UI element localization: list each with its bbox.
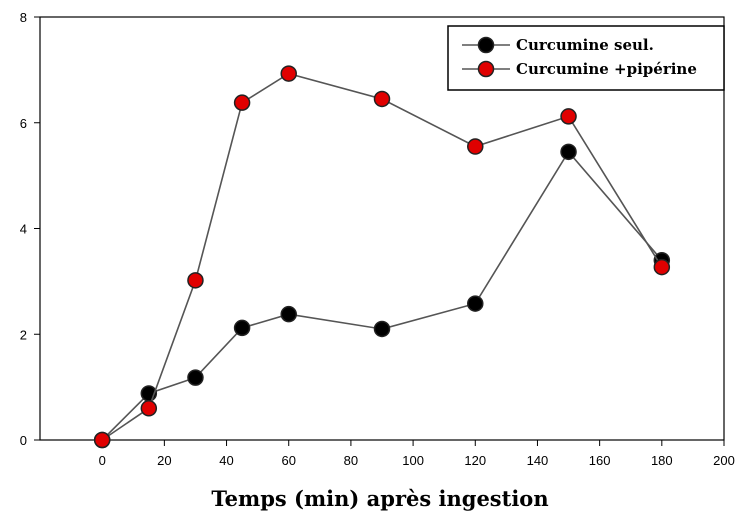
data-point	[233, 94, 251, 111]
y-tick-label: 2	[20, 327, 27, 342]
data-point	[373, 90, 391, 108]
data-point	[560, 143, 577, 161]
x-tick-label: 80	[344, 453, 358, 468]
x-tick-label: 120	[464, 453, 486, 468]
data-point	[280, 65, 297, 82]
data-point	[233, 319, 251, 337]
data-point	[373, 320, 391, 338]
y-tick-label: 8	[20, 10, 27, 25]
data-point	[93, 431, 111, 449]
data-point	[140, 400, 158, 417]
legend: Curcumine seul. Curcumine +pipérine	[447, 25, 725, 91]
data-point	[467, 138, 484, 155]
x-tick-label: 0	[99, 453, 106, 468]
data-point	[653, 258, 671, 276]
legend-marker	[477, 60, 495, 78]
series-layer	[93, 65, 671, 449]
x-tick-label: 140	[527, 453, 549, 468]
legend-label: Curcumine +pipérine	[516, 60, 697, 78]
legend-box	[447, 25, 725, 91]
x-tick-label: 160	[589, 453, 611, 468]
data-point	[560, 108, 577, 125]
x-axis-label: Temps (min) après ingestion	[211, 486, 548, 511]
series-line	[101, 72, 663, 441]
y-tick-label: 6	[20, 116, 27, 131]
series-2	[93, 65, 671, 449]
x-tick-label: 200	[713, 453, 735, 468]
y-tick-label: 0	[20, 433, 27, 448]
data-point	[280, 305, 297, 323]
y-tick-label: 4	[20, 222, 27, 237]
legend-label: Curcumine seul.	[516, 36, 654, 54]
x-tick-label: 100	[402, 453, 424, 468]
x-tick-label: 180	[651, 453, 673, 468]
series-1	[93, 143, 671, 449]
x-tick-label: 20	[157, 453, 171, 468]
data-point	[187, 369, 204, 386]
series-line	[101, 150, 663, 441]
legend-marker	[477, 36, 495, 54]
data-point	[467, 295, 484, 312]
data-point	[187, 272, 204, 289]
x-tick-label: 60	[281, 453, 295, 468]
x-tick-label: 40	[219, 453, 233, 468]
